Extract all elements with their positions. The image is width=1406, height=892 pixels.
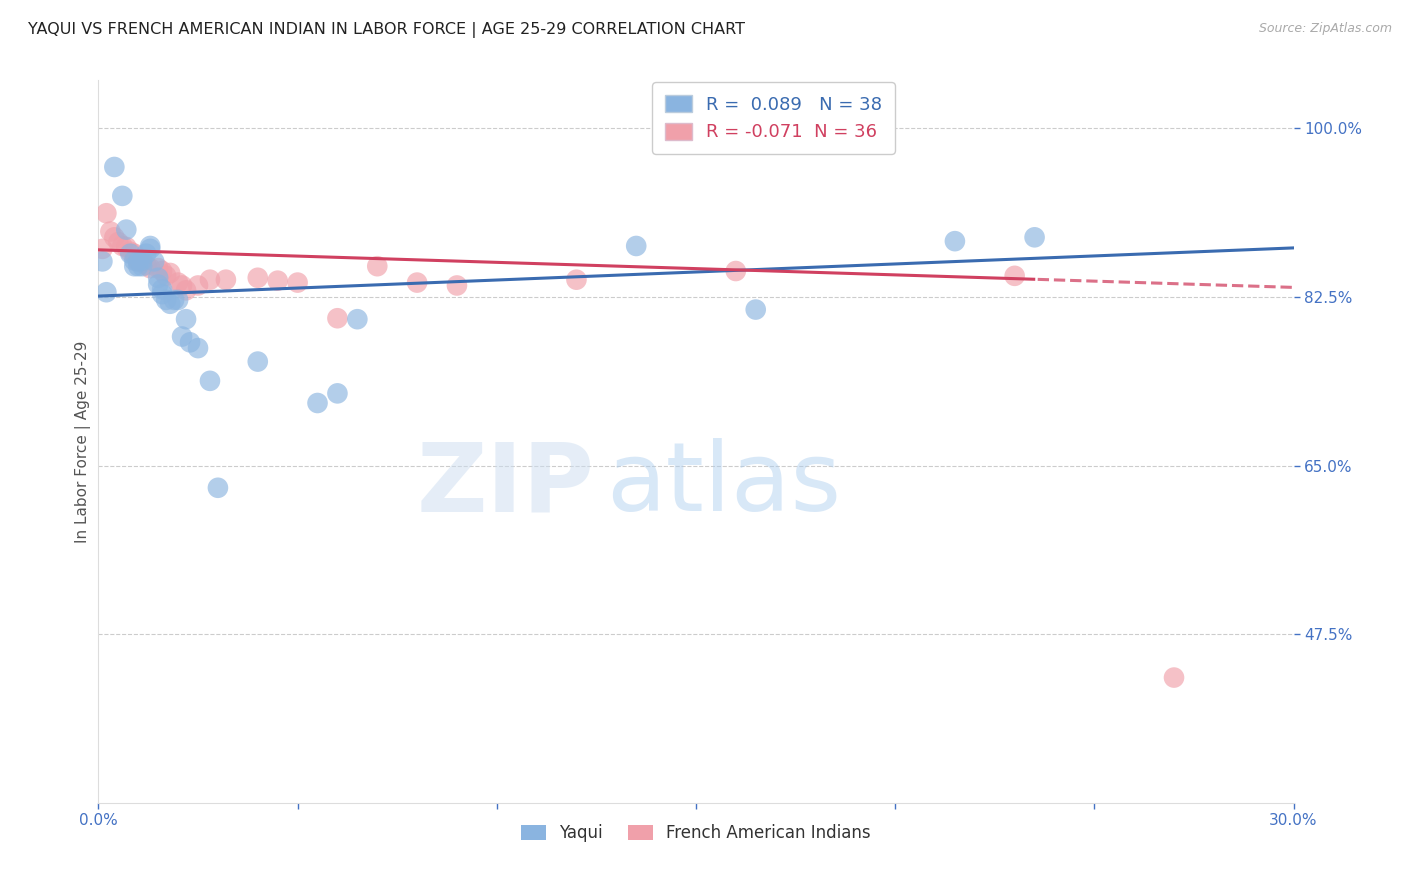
Point: [139, 261, 162, 276]
Point: [172, 329, 194, 343]
Point: [1024, 230, 1046, 244]
Point: [198, 273, 221, 287]
Text: atlas: atlas: [606, 438, 841, 532]
Point: [124, 259, 146, 273]
Point: [148, 261, 170, 276]
Point: [150, 264, 173, 278]
Point: [115, 222, 138, 236]
Point: [167, 293, 190, 307]
Point: [135, 246, 157, 260]
Point: [174, 283, 197, 297]
Point: [724, 264, 747, 278]
Point: [307, 396, 329, 410]
Point: [326, 311, 349, 326]
Point: [626, 239, 648, 253]
Point: [187, 278, 209, 293]
Point: [139, 239, 162, 253]
Point: [159, 266, 181, 280]
Point: [187, 341, 209, 355]
Point: [174, 312, 197, 326]
Point: [111, 189, 134, 203]
Point: [785, 121, 807, 136]
Legend: Yaqui, French American Indians: Yaqui, French American Indians: [515, 817, 877, 848]
Point: [127, 254, 149, 268]
Point: [287, 276, 309, 290]
Point: [91, 242, 114, 256]
Point: [326, 386, 349, 401]
Text: Source: ZipAtlas.com: Source: ZipAtlas.com: [1258, 22, 1392, 36]
Point: [127, 254, 149, 268]
Point: [172, 278, 194, 293]
Point: [111, 239, 134, 253]
Text: ZIP: ZIP: [416, 438, 595, 532]
Point: [246, 354, 269, 368]
Point: [124, 253, 146, 268]
Point: [246, 270, 269, 285]
Point: [745, 302, 768, 317]
Point: [131, 259, 153, 273]
Text: YAQUI VS FRENCH AMERICAN INDIAN IN LABOR FORCE | AGE 25-29 CORRELATION CHART: YAQUI VS FRENCH AMERICAN INDIAN IN LABOR…: [28, 22, 745, 38]
Point: [565, 273, 588, 287]
Point: [406, 276, 429, 290]
Point: [127, 259, 149, 273]
Point: [127, 253, 149, 268]
Point: [120, 244, 142, 259]
Point: [91, 254, 114, 268]
Point: [1004, 268, 1026, 283]
Point: [135, 258, 157, 272]
Point: [131, 254, 153, 268]
Point: [96, 206, 118, 220]
Point: [148, 277, 170, 292]
Point: [150, 282, 173, 296]
Point: [346, 312, 368, 326]
Point: [155, 293, 177, 307]
Point: [139, 242, 162, 256]
Point: [96, 285, 118, 300]
Point: [120, 246, 142, 260]
Point: [124, 246, 146, 260]
Point: [198, 374, 221, 388]
Point: [267, 274, 290, 288]
Point: [943, 234, 966, 248]
Point: [155, 268, 177, 283]
Point: [131, 253, 153, 268]
Point: [107, 235, 129, 249]
Point: [98, 225, 122, 239]
Point: [215, 273, 238, 287]
Point: [179, 335, 201, 350]
Point: [366, 259, 388, 273]
Point: [103, 160, 125, 174]
Point: [148, 270, 170, 285]
Point: [115, 240, 138, 254]
Point: [1163, 671, 1185, 685]
Y-axis label: In Labor Force | Age 25-29: In Labor Force | Age 25-29: [76, 341, 91, 542]
Point: [207, 481, 229, 495]
Point: [163, 293, 186, 307]
Point: [167, 276, 190, 290]
Point: [103, 230, 125, 244]
Point: [150, 287, 173, 301]
Point: [159, 297, 181, 311]
Point: [446, 278, 468, 293]
Point: [143, 254, 166, 268]
